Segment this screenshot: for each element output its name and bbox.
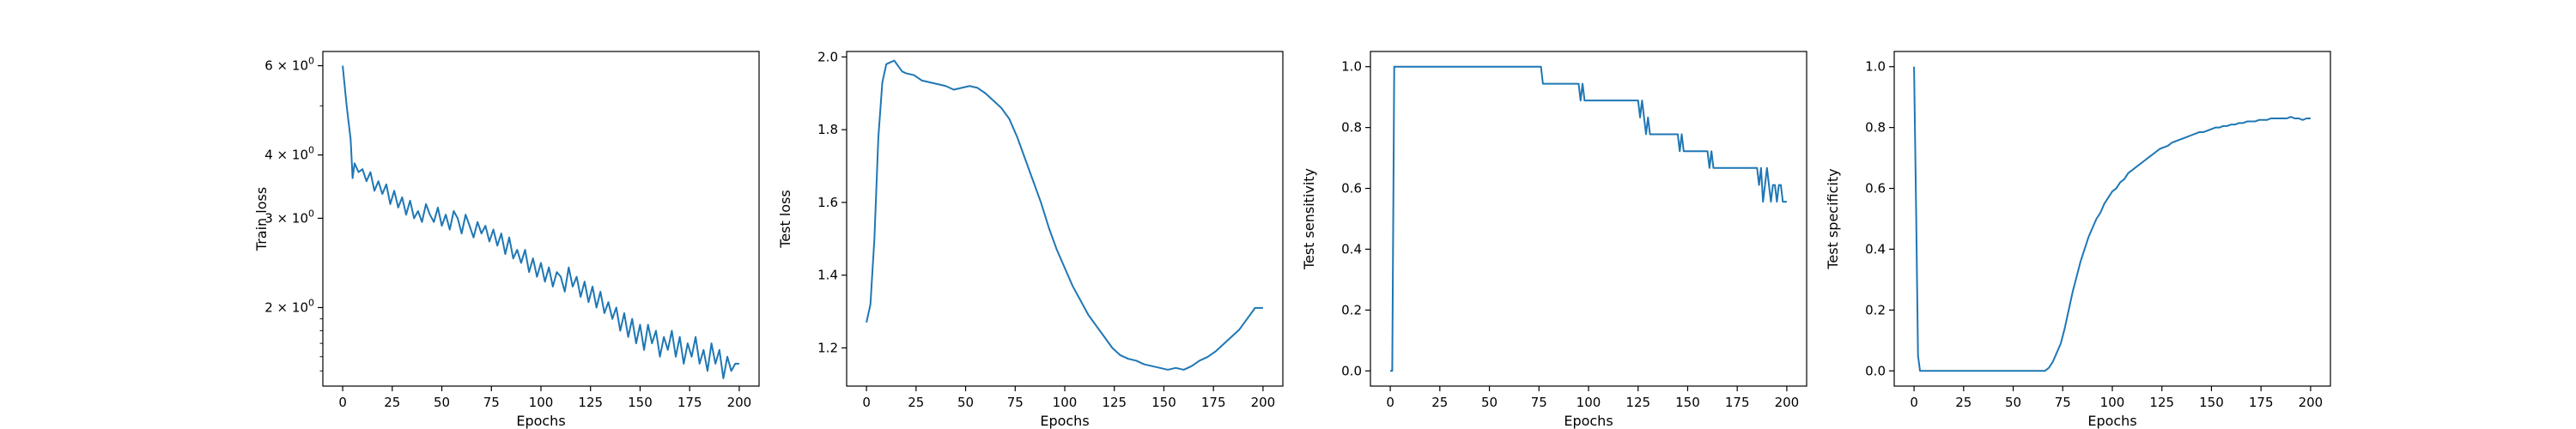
x-axis-label: Epochs [1040,413,1089,429]
x-tick-label: 175 [2249,395,2274,410]
x-axis-label: Epochs [1564,413,1613,429]
x-tick-label: 25 [1955,395,1971,410]
y-axis-label: Train loss [253,187,270,251]
x-tick-label: 100 [2100,395,2125,410]
x-tick-label: 125 [2149,395,2174,410]
x-tick-label: 75 [2055,395,2071,410]
y-tick-label: 0.6 [1341,181,1362,196]
series-line [1390,65,1787,372]
x-tick-label: 0 [1910,395,1918,410]
x-tick-label: 150 [1151,395,1176,410]
chart-panel-1: 0 25 50 75 100 125 150 175 200 2 × 100 3 × 100 4 × … [253,51,760,429]
x-tick-label: 0 [862,395,871,410]
x-tick-label: 200 [1775,395,1800,410]
chart-panel-4: 0 25 50 75 100 125 150 175 200 0.0 0.2 0.4 0.6 0.8 1.0… [1825,51,2331,429]
x-tick-label: 150 [628,395,653,410]
x-tick-label: 150 [1675,395,1700,410]
y-tick-label: 2.0 [817,49,838,64]
y-tick-label: 0.6 [1865,181,1886,196]
chart-panel-3: 0 25 50 75 100 125 150 175 200 0.0 0.2 0.4 0.6 0.8 1.0… [1301,51,1807,429]
y-tick-label: 0.2 [1865,302,1886,317]
series-line [1913,66,2311,372]
x-axis-label: Epochs [2087,413,2136,429]
x-tick-label: 100 [1577,395,1601,410]
y-tick-label: 6 × 100 [264,56,314,74]
x-axis-label: Epochs [516,413,565,429]
y-tick-label: 0.4 [1865,241,1886,257]
y-tick-label: 0.0 [1865,363,1886,378]
y-tick-label: 1.8 [817,122,838,137]
y-tick-label: 3 × 100 [264,208,314,226]
x-tick-label: 175 [1725,395,1750,410]
x-tick-label: 50 [2005,395,2021,410]
y-tick-label: 1.0 [1865,59,1886,75]
series-line [866,59,1263,371]
x-tick-label: 75 [483,395,500,410]
x-tick-label: 100 [529,395,554,410]
y-axis-label: Test specificity [1825,168,1841,269]
x-tick-label: 125 [1102,395,1127,410]
x-tick-label: 200 [2299,395,2324,410]
y-tick-label: 0.8 [1865,120,1886,136]
y-tick-label: 4 × 100 [264,145,314,163]
x-tick-label: 50 [434,395,450,410]
y-tick-label: 0.2 [1341,302,1362,317]
y-tick-label: 0.4 [1341,241,1362,257]
x-tick-label: 0 [338,395,347,410]
x-tick-label: 75 [1531,395,1547,410]
x-tick-label: 75 [1007,395,1024,410]
x-tick-label: 50 [1481,395,1498,410]
x-tick-label: 25 [384,395,400,410]
y-tick-label: 2 × 100 [264,297,314,315]
y-axis-label: Test sensitivity [1301,168,1317,270]
x-tick-label: 50 [957,395,974,410]
x-tick-label: 125 [1625,395,1650,410]
x-tick-label: 200 [727,395,752,410]
x-tick-label: 200 [1251,395,1276,410]
x-tick-label: 0 [1386,395,1394,410]
x-tick-label: 25 [1431,395,1448,410]
y-axis-label: Test loss [777,190,793,249]
chart-panel-2: 0 25 50 75 100 125 150 175 200 1.2 1.4 1.6 1.8 2.0 Epo… [777,49,1284,429]
y-tick-label: 1.6 [817,195,838,210]
y-tick-label: 1.4 [817,268,838,283]
x-tick-label: 175 [677,395,702,410]
x-tick-label: 100 [1053,395,1078,410]
y-tick-label: 0.8 [1341,120,1362,136]
x-tick-label: 175 [1201,395,1226,410]
series-line [342,65,739,379]
y-tick-label: 0.0 [1341,363,1362,378]
y-tick-label: 1.0 [1341,59,1362,75]
x-tick-label: 125 [578,395,603,410]
x-tick-label: 150 [2199,395,2224,410]
y-tick-label: 1.2 [817,340,838,355]
x-tick-label: 25 [908,395,924,410]
